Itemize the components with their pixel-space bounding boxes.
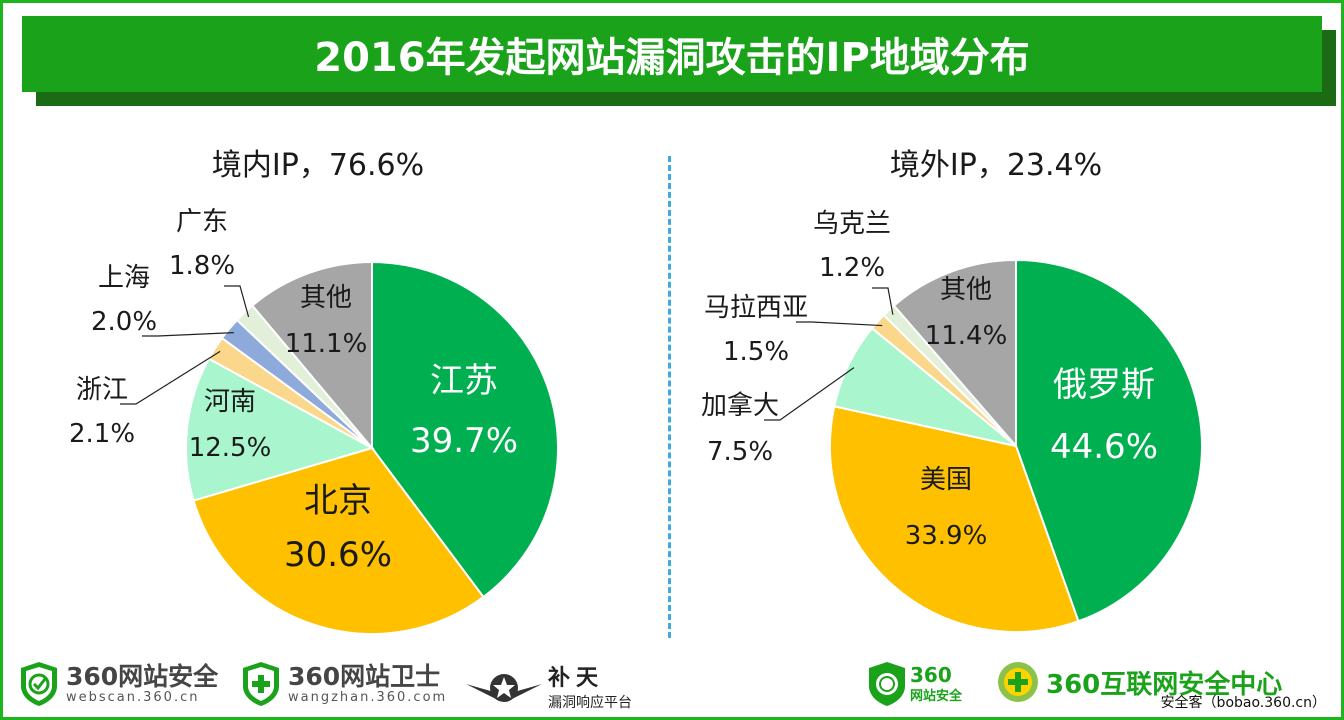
domestic-slice-0	[371, 260, 559, 599]
foreign-slice-value-2: 7.5%	[707, 437, 773, 467]
domestic-pie-title: 境内IP，76.6%	[211, 148, 425, 183]
foreign-slice-value-5: 11.4%	[925, 321, 1008, 351]
logo-butian: 补天 漏洞响应平台	[464, 660, 632, 720]
foreign-slice-label-4: 乌克兰	[813, 209, 891, 239]
domestic-slice-label-6: 其他	[300, 283, 352, 313]
domestic-slice-label-3: 浙江	[76, 375, 128, 405]
shield-globe-icon	[869, 662, 905, 706]
domestic-slice-label-2: 河南	[204, 387, 256, 417]
logo-360-wangzhan: 360网站卫士 wangzhan.360.com	[240, 660, 447, 720]
domestic-slice-label-5: 广东	[176, 207, 228, 237]
domestic-pie: 江苏 39.7% 北京 30.6% 河南 12.5% 浙江 2.1% 上海 2.0% 广东 1.8% 其…	[69, 207, 559, 635]
foreign-pie-title: 境外IP，23.4%	[889, 148, 1103, 183]
logo4-sub: 网站安全	[910, 688, 963, 704]
star-wings-icon	[466, 674, 542, 702]
domestic-slice-label-4: 上海	[98, 263, 150, 293]
domestic-slice-label-1: 北京	[304, 481, 372, 521]
logo3-name: 补天	[548, 666, 605, 691]
foreign-leader-line-4	[872, 287, 894, 315]
foreign-slice-label-1: 美国	[920, 465, 972, 495]
foreign-slice-label-3: 马拉西亚	[704, 293, 808, 323]
logo1-url: webscan.360.cn	[66, 689, 200, 705]
foreign-pie: 俄罗斯 44.6% 美国 33.9% 加拿大 7.5% 马拉西亚 1.5% 乌克兰 1.2% 其他 1…	[701, 209, 1203, 633]
domestic-slice-value-6: 11.1%	[285, 329, 368, 359]
logo3-sub: 漏洞响应平台	[548, 695, 632, 711]
shield-check-icon	[21, 662, 57, 706]
domestic-slice-value-1: 30.6%	[284, 535, 392, 575]
logo-360-webscan: 360网站安全 webscan.360.cn	[18, 660, 218, 720]
foreign-slice-label-0: 俄罗斯	[1053, 365, 1155, 405]
domestic-slice-label-0: 江苏	[430, 361, 498, 401]
domestic-slice-value-5: 1.8%	[169, 251, 235, 281]
domestic-slice-value-2: 12.5%	[189, 433, 272, 463]
domestic-slice-1	[192, 446, 485, 635]
source-credit: 安全客（bobao.360.cn）	[1160, 695, 1326, 711]
foreign-slice-label-5: 其他	[940, 275, 992, 305]
foreign-slice-value-0: 44.6%	[1050, 427, 1158, 467]
domestic-slice-value-0: 39.7%	[410, 421, 518, 461]
logo-360-internet-security: 360互联网安全中心	[996, 660, 1282, 720]
domestic-slice-value-3: 2.1%	[69, 419, 135, 449]
shield-plus-icon	[243, 662, 279, 706]
foreign-slice-value-1: 33.9%	[905, 521, 988, 551]
chart-divider	[668, 156, 671, 638]
logo1-name: 360网站安全	[66, 661, 219, 691]
logo2-url: wangzhan.360.com	[288, 689, 448, 705]
domestic-slice-value-4: 2.0%	[91, 307, 157, 337]
domestic-leader-line-5	[224, 285, 250, 318]
globe-plus-icon	[998, 662, 1038, 702]
foreign-leader-line-2	[764, 367, 855, 421]
logo-360-site-security: 360 网站安全	[866, 660, 962, 720]
foreign-slice-1	[829, 405, 1080, 633]
page-title: 2016年发起网站漏洞攻击的IP地域分布	[22, 16, 1322, 92]
domestic-slice-2	[185, 357, 375, 502]
logo5-name: 360互联网安全中心	[1046, 669, 1283, 700]
domestic-slice-6	[250, 260, 373, 451]
foreign-slice-0	[1015, 258, 1203, 623]
logo2-name: 360网站卫士	[288, 661, 441, 691]
domestic-leader-line-3	[120, 350, 221, 405]
logo4-name: 360	[910, 662, 952, 687]
foreign-slice-value-4: 1.2%	[819, 253, 885, 283]
domestic-leader-line-4	[142, 332, 234, 337]
foreign-slice-label-2: 加拿大	[701, 391, 779, 421]
foreign-slice-value-3: 1.5%	[723, 337, 789, 367]
foreign-slice-5	[892, 258, 1017, 449]
foreign-leader-line-3	[796, 321, 883, 327]
